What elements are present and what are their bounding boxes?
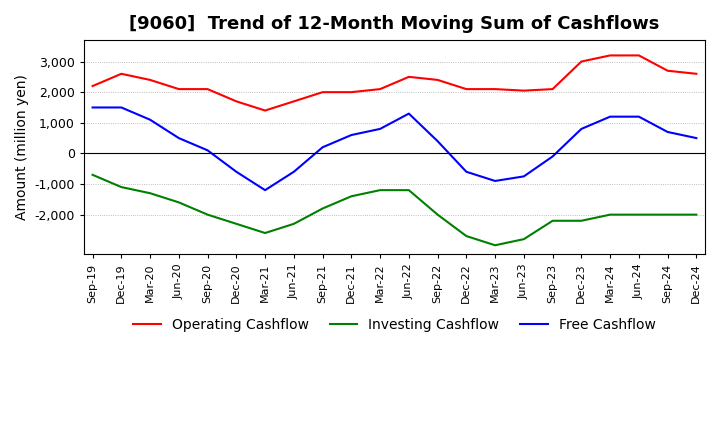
Operating Cashflow bbox=[203, 87, 212, 92]
Investing Cashflow bbox=[289, 221, 298, 227]
Free Cashflow bbox=[376, 126, 384, 132]
Operating Cashflow bbox=[433, 77, 442, 83]
Investing Cashflow bbox=[232, 221, 240, 227]
Investing Cashflow bbox=[634, 212, 643, 217]
Investing Cashflow bbox=[405, 187, 413, 193]
Operating Cashflow bbox=[376, 87, 384, 92]
Operating Cashflow bbox=[606, 53, 614, 58]
Investing Cashflow bbox=[117, 184, 126, 190]
Free Cashflow bbox=[491, 178, 500, 183]
Free Cashflow bbox=[232, 169, 240, 174]
Title: [9060]  Trend of 12-Month Moving Sum of Cashflows: [9060] Trend of 12-Month Moving Sum of C… bbox=[130, 15, 660, 33]
Line: Free Cashflow: Free Cashflow bbox=[93, 107, 696, 190]
Operating Cashflow bbox=[347, 89, 356, 95]
Free Cashflow bbox=[318, 145, 327, 150]
Investing Cashflow bbox=[577, 218, 585, 224]
Operating Cashflow bbox=[634, 53, 643, 58]
Investing Cashflow bbox=[606, 212, 614, 217]
Operating Cashflow bbox=[261, 108, 269, 113]
Operating Cashflow bbox=[520, 88, 528, 93]
Legend: Operating Cashflow, Investing Cashflow, Free Cashflow: Operating Cashflow, Investing Cashflow, … bbox=[127, 312, 662, 337]
Operating Cashflow bbox=[692, 71, 701, 77]
Operating Cashflow bbox=[318, 89, 327, 95]
Line: Operating Cashflow: Operating Cashflow bbox=[93, 55, 696, 110]
Free Cashflow bbox=[462, 169, 471, 174]
Operating Cashflow bbox=[577, 59, 585, 64]
Free Cashflow bbox=[174, 136, 183, 141]
Free Cashflow bbox=[577, 126, 585, 132]
Free Cashflow bbox=[289, 169, 298, 174]
Investing Cashflow bbox=[89, 172, 97, 177]
Free Cashflow bbox=[203, 148, 212, 153]
Operating Cashflow bbox=[232, 99, 240, 104]
Line: Investing Cashflow: Investing Cashflow bbox=[93, 175, 696, 245]
Investing Cashflow bbox=[491, 242, 500, 248]
Free Cashflow bbox=[405, 111, 413, 116]
Free Cashflow bbox=[433, 139, 442, 144]
Free Cashflow bbox=[692, 136, 701, 141]
Operating Cashflow bbox=[117, 71, 126, 77]
Investing Cashflow bbox=[261, 231, 269, 236]
Free Cashflow bbox=[261, 187, 269, 193]
Operating Cashflow bbox=[462, 87, 471, 92]
Operating Cashflow bbox=[405, 74, 413, 80]
Investing Cashflow bbox=[145, 191, 154, 196]
Free Cashflow bbox=[520, 174, 528, 179]
Operating Cashflow bbox=[663, 68, 672, 73]
Operating Cashflow bbox=[549, 87, 557, 92]
Investing Cashflow bbox=[347, 194, 356, 199]
Free Cashflow bbox=[145, 117, 154, 122]
Free Cashflow bbox=[117, 105, 126, 110]
Free Cashflow bbox=[549, 154, 557, 159]
Investing Cashflow bbox=[433, 212, 442, 217]
Free Cashflow bbox=[663, 129, 672, 135]
Free Cashflow bbox=[89, 105, 97, 110]
Investing Cashflow bbox=[462, 234, 471, 239]
Investing Cashflow bbox=[549, 218, 557, 224]
Investing Cashflow bbox=[376, 187, 384, 193]
Free Cashflow bbox=[634, 114, 643, 119]
Investing Cashflow bbox=[318, 206, 327, 211]
Investing Cashflow bbox=[520, 236, 528, 242]
Free Cashflow bbox=[347, 132, 356, 138]
Operating Cashflow bbox=[89, 84, 97, 89]
Investing Cashflow bbox=[174, 200, 183, 205]
Y-axis label: Amount (million yen): Amount (million yen) bbox=[15, 74, 29, 220]
Investing Cashflow bbox=[663, 212, 672, 217]
Operating Cashflow bbox=[289, 99, 298, 104]
Operating Cashflow bbox=[145, 77, 154, 83]
Investing Cashflow bbox=[692, 212, 701, 217]
Operating Cashflow bbox=[491, 87, 500, 92]
Operating Cashflow bbox=[174, 87, 183, 92]
Investing Cashflow bbox=[203, 212, 212, 217]
Free Cashflow bbox=[606, 114, 614, 119]
